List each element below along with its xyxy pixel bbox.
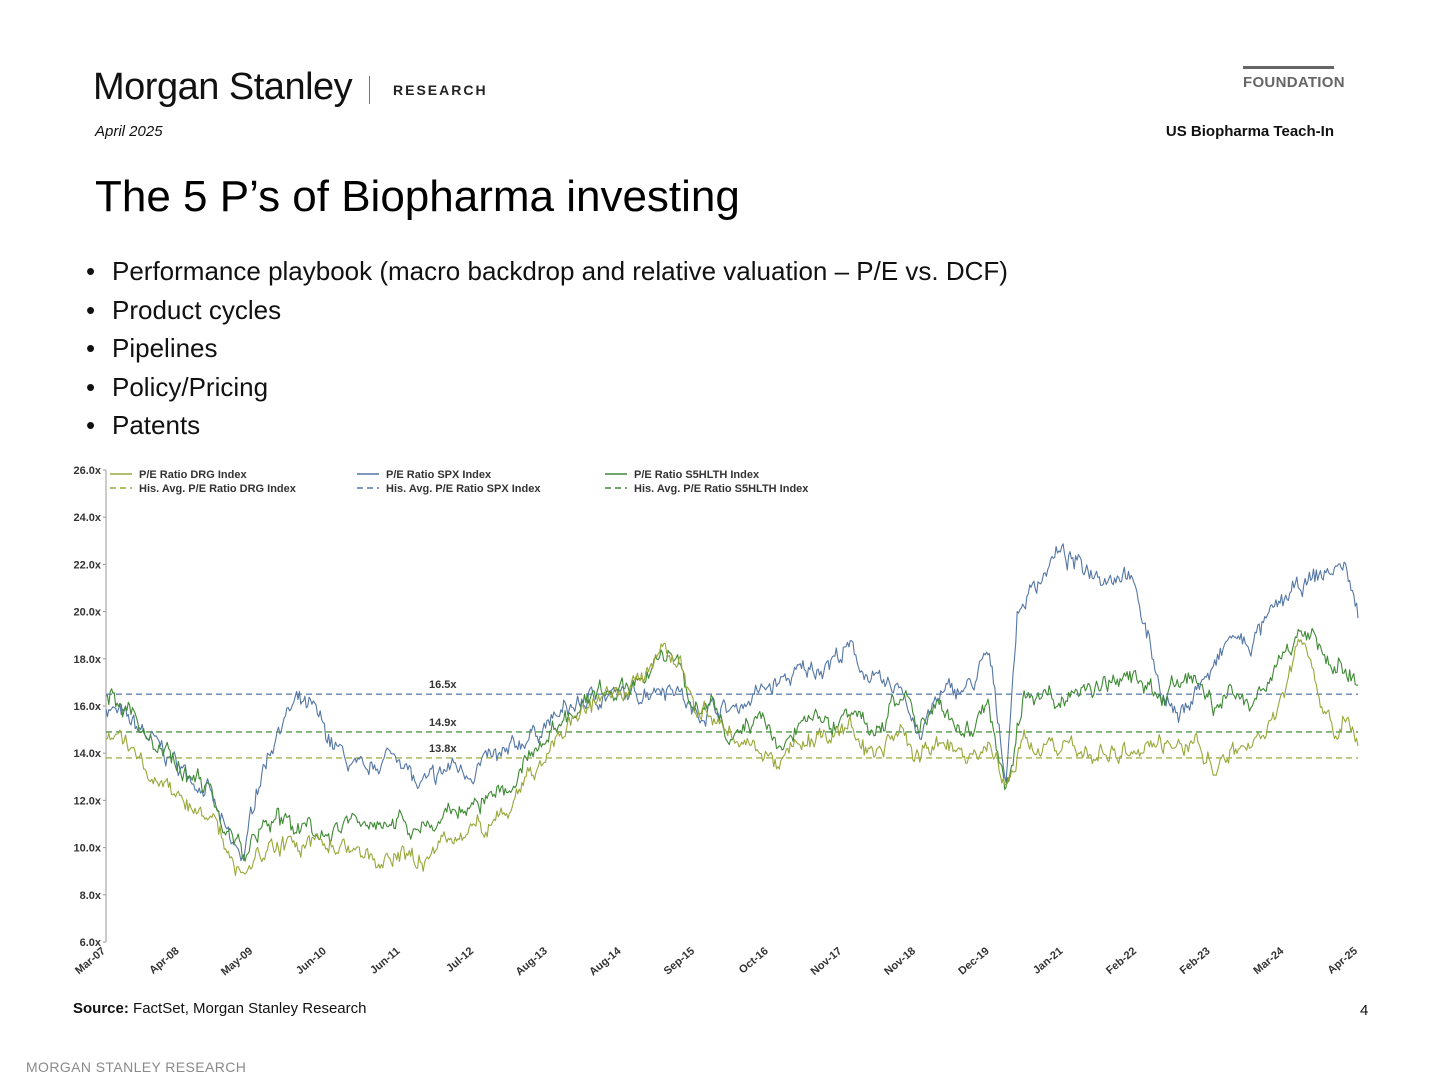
bullet-icon: • <box>86 294 96 325</box>
x-tick-label: Nov-18 <box>882 945 918 978</box>
series-line <box>105 543 1359 862</box>
list-item: • Product cycles <box>86 291 1008 330</box>
y-tick-label: 24.0x <box>73 512 101 524</box>
legend-label: P/E Ratio SPX Index <box>386 469 492 481</box>
y-tick-label: 26.0x <box>73 465 101 477</box>
x-tick-label: Sep-15 <box>662 945 697 977</box>
list-item: • Performance playbook (macro backdrop an… <box>86 252 1008 291</box>
list-item: • Policy/Pricing <box>86 368 1008 407</box>
x-tick-label: Jun-10 <box>294 945 329 977</box>
x-tick-label: Mar-07 <box>73 945 108 977</box>
average-annotation: 16.5x <box>429 679 457 691</box>
y-tick-label: 12.0x <box>73 795 101 807</box>
y-tick-label: 6.0x <box>80 937 102 949</box>
source-text: FactSet, Morgan Stanley Research <box>128 1000 367 1017</box>
bullet-text: Patents <box>112 410 201 440</box>
list-item: • Patents <box>86 406 1008 445</box>
y-tick-label: 16.0x <box>73 701 101 713</box>
morgan-stanley-logo: Morgan Stanley <box>93 66 353 108</box>
x-tick-label: May-09 <box>219 945 255 978</box>
x-tick-label: Apr-25 <box>1326 945 1360 977</box>
x-tick-label: Nov-17 <box>809 945 845 978</box>
bullet-icon: • <box>86 256 96 286</box>
y-tick-label: 22.0x <box>73 559 101 571</box>
legend-label: P/E Ratio S5HLTH Index <box>634 469 760 481</box>
y-tick-label: 14.0x <box>73 748 101 760</box>
report-date: April 2025 <box>95 123 163 140</box>
bullet-list: • Performance playbook (macro backdrop an… <box>86 252 1008 445</box>
x-tick-label: Jan-21 <box>1031 945 1065 977</box>
average-annotation: 14.9x <box>429 717 457 729</box>
legend-label: His. Avg. P/E Ratio DRG Index <box>139 483 297 495</box>
y-tick-label: 10.0x <box>73 843 101 855</box>
x-tick-label: Apr-08 <box>147 945 181 977</box>
x-tick-label: Dec-19 <box>956 945 991 977</box>
x-tick-label: Feb-23 <box>1178 945 1213 977</box>
page-number: 4 <box>1360 1002 1369 1019</box>
brand-footer: MORGAN STANLEY RESEARCH <box>26 1059 247 1075</box>
series-line <box>105 638 1359 877</box>
bullet-icon: • <box>86 371 96 402</box>
report-name: US Biopharma Teach-In <box>1165 123 1334 140</box>
source-note: Source: FactSet, Morgan Stanley Research <box>73 1000 366 1017</box>
x-tick-label: Feb-22 <box>1104 945 1139 977</box>
logo-divider <box>369 76 370 104</box>
bullet-text: Policy/Pricing <box>112 371 269 402</box>
x-tick-label: Aug-13 <box>514 945 550 978</box>
y-tick-label: 18.0x <box>73 654 101 666</box>
bullet-icon: • <box>86 333 96 363</box>
y-tick-label: 8.0x <box>80 890 102 902</box>
bullet-icon: • <box>86 410 96 440</box>
legend-label: His. Avg. P/E Ratio SPX Index <box>386 483 541 495</box>
pe-ratio-chart: 26.0x 24.0x 22.0x 20.0x 18.0x 16.0x 14.0x 12.0x… <box>73 465 1360 979</box>
bullet-text: Pipelines <box>112 333 218 363</box>
list-item: • Pipelines <box>86 329 1008 368</box>
legend-label: His. Avg. P/E Ratio S5HLTH Index <box>634 483 809 495</box>
section-label: RESEARCH <box>393 82 488 98</box>
x-tick-label: Mar-24 <box>1251 945 1287 978</box>
x-tick-label: Oct-16 <box>737 945 771 976</box>
series-line <box>105 627 1359 862</box>
x-tick-label: Aug-14 <box>587 945 624 979</box>
y-tick-label: 20.0x <box>73 607 101 619</box>
x-tick-label: Jun-11 <box>368 945 402 977</box>
foundation-badge: FOUNDATION <box>1243 66 1345 91</box>
bullet-text: Performance playbook (macro backdrop and… <box>112 256 1008 286</box>
legend-label: P/E Ratio DRG Index <box>139 469 247 481</box>
slide-title: The 5 P’s of Biopharma investing <box>95 172 740 221</box>
bullet-text: Product cycles <box>112 294 282 325</box>
x-tick-label: Jul-12 <box>444 945 476 975</box>
source-label: Source: <box>73 1000 129 1017</box>
average-annotation: 13.8x <box>429 743 457 755</box>
